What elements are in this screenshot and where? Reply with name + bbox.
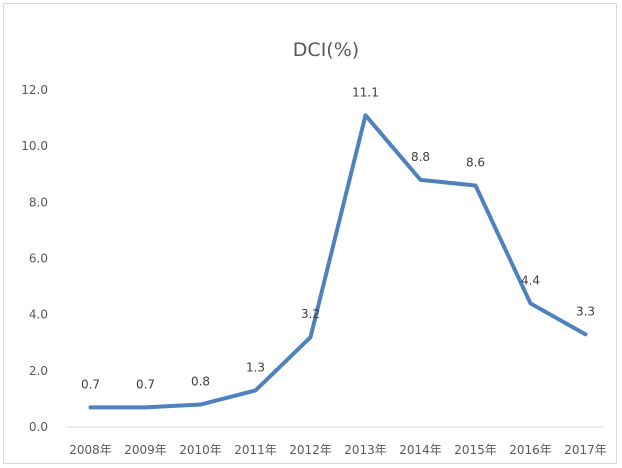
x-tick-label: 2011年 xyxy=(234,443,277,457)
data-label: 11.1 xyxy=(352,85,379,99)
y-tick-label: 0.0 xyxy=(29,420,48,434)
data-label: 4.4 xyxy=(521,273,540,287)
x-axis: 2008年 2009年 2010年 2011年 2012年 2013年 2014年 2015年… xyxy=(66,426,607,457)
x-tick-label: 2008年 xyxy=(69,443,112,457)
x-tick-label: 2017年 xyxy=(564,443,607,457)
x-tick-label: 2014年 xyxy=(399,443,442,457)
data-label: 0.7 xyxy=(136,377,155,391)
x-tick-label: 2012年 xyxy=(289,443,332,457)
y-tick-label: 6.0 xyxy=(29,252,48,266)
data-label: 0.7 xyxy=(81,377,100,391)
data-label: 1.3 xyxy=(246,360,265,374)
y-tick-label: 4.0 xyxy=(29,308,48,322)
series-layer xyxy=(88,113,588,410)
y-tick-label: 8.0 xyxy=(29,195,48,209)
y-tick-label: 10.0 xyxy=(21,139,48,153)
data-label: 0.8 xyxy=(191,375,210,389)
chart-frame: DCI(%) 0.0 2.0 4.0 6.0 8.0 10.0 12.0 2008年 2009… xyxy=(3,3,617,464)
x-tick-label: 2016年 xyxy=(509,443,552,457)
y-axis: 0.0 2.0 4.0 6.0 8.0 10.0 12.0 xyxy=(21,83,48,434)
y-tick-label: 12.0 xyxy=(21,83,48,97)
series-line xyxy=(88,113,588,410)
x-tick-label: 2015年 xyxy=(454,443,497,457)
y-tick-label: 2.0 xyxy=(29,364,48,378)
line-chart: DCI(%) 0.0 2.0 4.0 6.0 8.0 10.0 12.0 2008年 2009… xyxy=(21,39,607,457)
x-tick-label: 2010年 xyxy=(179,443,222,457)
data-label-layer: 0.7 0.7 0.8 1.3 3.2 11.1 8.8 8.6 4.4 3.3 xyxy=(81,85,595,391)
x-tick-label: 2013年 xyxy=(344,443,387,457)
data-label: 3.2 xyxy=(301,307,320,321)
data-label: 8.8 xyxy=(411,150,430,164)
data-label: 3.3 xyxy=(576,304,595,318)
chart-title: DCI(%) xyxy=(293,39,359,61)
data-label: 8.6 xyxy=(466,155,485,169)
x-tick-label: 2009年 xyxy=(124,443,167,457)
